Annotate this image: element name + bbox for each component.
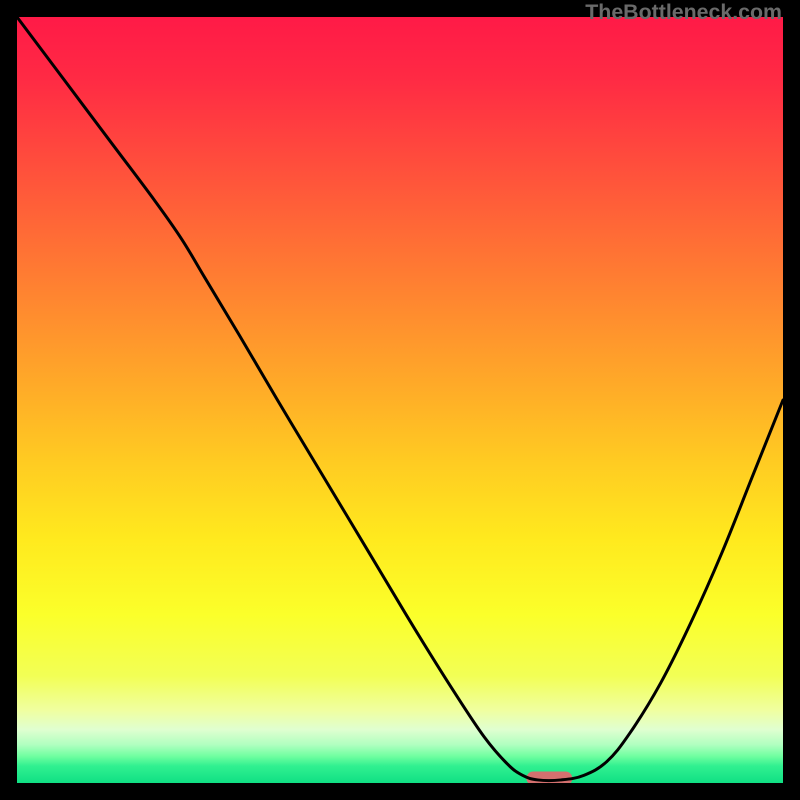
gradient-line-chart	[17, 17, 783, 783]
plot-area	[17, 17, 783, 783]
chart-container: TheBottleneck.com	[0, 0, 800, 800]
